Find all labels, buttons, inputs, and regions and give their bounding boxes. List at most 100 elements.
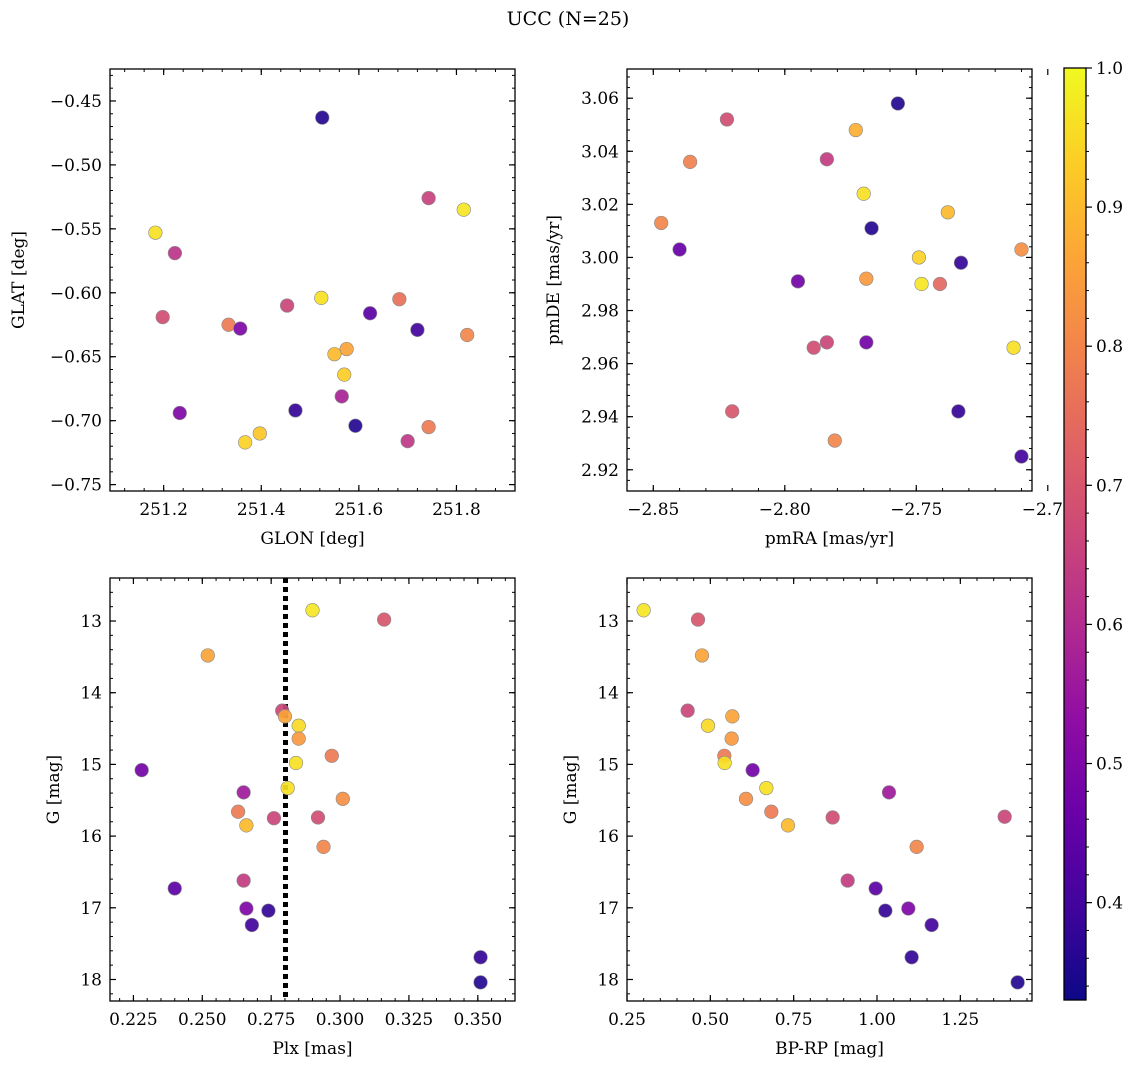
p2-x-tick-label: −2.80 (759, 500, 811, 520)
p3-x-tick-label: 0.275 (247, 1010, 296, 1030)
p1-data-point (362, 306, 378, 321)
p3-y-tick-label: 14 (80, 684, 102, 704)
p1-data-point (334, 389, 349, 404)
p2-data-point (819, 152, 834, 167)
p4-axes-frame (626, 577, 1033, 1002)
p4-x-tick-label: 1.25 (941, 1010, 979, 1030)
p4-x-tick-label: 1.00 (858, 1010, 896, 1030)
p4-y-tick-label: 14 (597, 684, 619, 704)
p1-data-point (337, 367, 352, 382)
p1-data-point (288, 403, 303, 418)
p4-data-point (764, 804, 779, 819)
p3-data-point (473, 975, 488, 990)
p4-data-point (636, 603, 651, 618)
p1-axes-frame (109, 68, 516, 492)
p2-data-point (719, 112, 735, 127)
p1-data-point (348, 418, 363, 433)
p3-y-tick-label: 13 (80, 612, 102, 632)
p4-y-tick-label: 15 (597, 755, 619, 775)
p2-data-point (806, 340, 821, 355)
p3-data-point (266, 811, 282, 826)
p3-data-point (324, 748, 339, 763)
p3-data-point (167, 881, 182, 896)
colorbar-tick-label: 0.8 (1096, 337, 1123, 357)
p3-x-axis-label: Plx [mas] (272, 1039, 352, 1059)
p4-data-point (868, 881, 883, 896)
p4-data-point (700, 718, 716, 733)
p3-x-tick-label: 0.250 (178, 1010, 227, 1030)
p3-y-tick-label: 18 (80, 970, 102, 990)
p3-data-point (280, 780, 295, 796)
p1-data-point (148, 225, 163, 240)
colorbar-tick-label: 0.5 (1096, 755, 1123, 775)
p4-y-tick-label: 16 (597, 827, 619, 847)
p1-data-point (238, 435, 253, 450)
p2-y-tick-label: 2.94 (581, 408, 619, 428)
p2-data-point (848, 122, 863, 138)
p1-y-tick-label: −0.65 (50, 348, 102, 368)
p4-data-point (690, 612, 706, 627)
p3-data-point (200, 648, 215, 663)
colorbar-tick-label: 0.4 (1096, 894, 1123, 914)
p3-y-axis-label: G [mag] (44, 755, 64, 824)
p4-data-point (725, 709, 740, 724)
p2-y-tick-label: 2.96 (581, 355, 619, 375)
p3-x-tick-label: 0.300 (316, 1010, 365, 1030)
p2-y-tick-label: 3.00 (581, 248, 619, 268)
p4-data-point (997, 809, 1012, 824)
p3-x-tick-label: 0.325 (385, 1010, 434, 1030)
p1-data-point (167, 246, 182, 261)
p2-data-point (827, 433, 842, 448)
p4-x-tick-label: 0.25 (608, 1010, 646, 1030)
p2-data-point (725, 404, 740, 419)
p1-data-point (233, 321, 248, 336)
p4-data-point (881, 785, 897, 800)
colorbar-gradient (1064, 68, 1086, 1000)
p1-data-point (327, 347, 342, 362)
p1-y-tick-label: −0.45 (50, 92, 102, 112)
p3-data-point (377, 612, 392, 627)
p3-data-point (291, 731, 306, 746)
p2-data-point (819, 335, 834, 350)
p4-data-point (878, 903, 893, 918)
p2-x-tick-label: −2.70 (1022, 500, 1074, 520)
p4-data-point (694, 648, 710, 663)
p2-data-point (654, 215, 669, 231)
p1-data-point (400, 434, 415, 449)
p3-data-point (231, 804, 246, 819)
p1-data-point (280, 298, 295, 313)
p1-y-tick-label: −0.70 (50, 412, 102, 432)
p3-data-point (239, 901, 254, 916)
p3-data-point (244, 917, 259, 933)
p2-y-tick-label: 2.98 (581, 302, 619, 322)
p2-y-tick-label: 3.02 (581, 195, 619, 215)
p4-data-point (1010, 975, 1025, 990)
p2-y-tick-label: 3.06 (581, 89, 619, 109)
p2-data-point (672, 242, 687, 257)
p2-y-axis-label: pmDE [mas/yr] (544, 215, 564, 345)
colorbar-tick-label: 0.6 (1096, 615, 1123, 635)
p4-x-axis-label: BP-RP [mag] (775, 1039, 884, 1059)
p2-x-tick-label: −2.85 (627, 500, 679, 520)
p1-data-point (252, 426, 267, 441)
p1-y-tick-label: −0.55 (50, 220, 102, 240)
p1-data-point (392, 292, 407, 307)
p2-y-tick-label: 2.92 (581, 461, 619, 481)
p2-data-point (911, 250, 927, 265)
p1-data-point (421, 191, 436, 206)
p3-data-point (236, 785, 251, 800)
p2-data-point (940, 205, 955, 220)
colorbar-tick-label: 1.0 (1096, 59, 1123, 79)
p4-data-point (909, 839, 924, 854)
p4-x-tick-label: 0.75 (775, 1010, 813, 1030)
p1-x-tick-label: 251.6 (335, 500, 384, 520)
p4-data-point (759, 780, 774, 796)
p4-data-point (825, 810, 840, 825)
p2-data-point (1006, 340, 1021, 355)
p4-data-point (904, 950, 919, 965)
p4-y-axis-label: G [mag] (561, 755, 581, 824)
p2-data-point (914, 276, 929, 292)
p3-data-point (335, 791, 350, 806)
p3-data-point (316, 839, 331, 854)
